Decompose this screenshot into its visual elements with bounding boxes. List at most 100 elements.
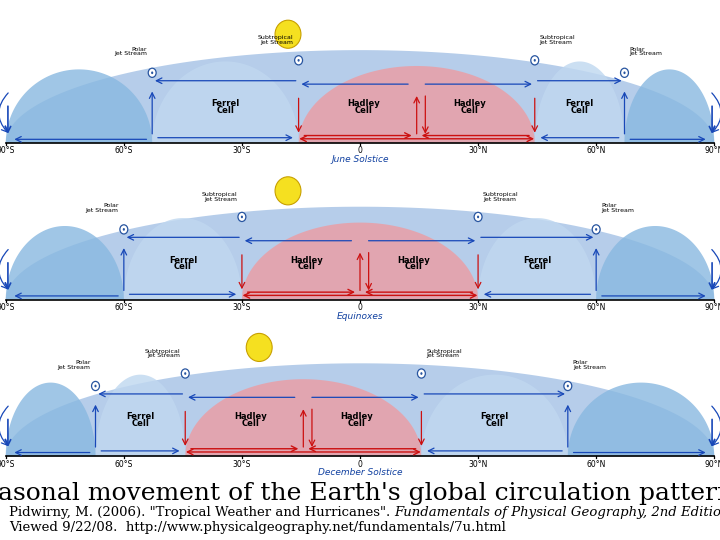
Text: Polar: Polar — [132, 46, 147, 52]
Text: Polar: Polar — [629, 46, 645, 52]
Text: 90°N: 90°N — [705, 146, 720, 156]
Text: Ferrel: Ferrel — [523, 256, 552, 265]
Text: Cell: Cell — [298, 262, 316, 271]
Text: Jet Stream: Jet Stream — [147, 353, 180, 359]
Text: Cell: Cell — [132, 419, 149, 428]
Text: Viewed 9/22/08.  http://www.physicalgeography.net/fundamentals/7u.html: Viewed 9/22/08. http://www.physicalgeogr… — [9, 521, 505, 534]
Text: 0: 0 — [358, 303, 362, 312]
Ellipse shape — [240, 215, 243, 218]
Text: Jet Stream: Jet Stream — [114, 51, 147, 57]
Ellipse shape — [564, 381, 572, 390]
Text: Polar: Polar — [103, 203, 119, 208]
Text: 90°S: 90°S — [0, 303, 15, 312]
Text: 30°N: 30°N — [469, 146, 487, 156]
Ellipse shape — [297, 59, 300, 62]
Ellipse shape — [474, 212, 482, 221]
Polygon shape — [478, 218, 596, 300]
Text: Ferrel: Ferrel — [211, 99, 240, 108]
Text: Cell: Cell — [241, 419, 259, 428]
Ellipse shape — [275, 20, 301, 48]
Text: 60°N: 60°N — [587, 460, 606, 469]
Ellipse shape — [122, 228, 125, 231]
Ellipse shape — [420, 372, 423, 375]
Text: 90°S: 90°S — [0, 460, 15, 469]
Polygon shape — [124, 218, 242, 300]
Text: Cell: Cell — [348, 419, 365, 428]
Polygon shape — [596, 226, 714, 300]
Ellipse shape — [151, 71, 153, 74]
Ellipse shape — [238, 212, 246, 221]
Ellipse shape — [567, 384, 569, 387]
Text: Hadley: Hadley — [397, 256, 430, 265]
Text: Pidwirny, M. (2006). "Tropical Weather and Hurricanes".: Pidwirny, M. (2006). "Tropical Weather a… — [9, 506, 394, 519]
Text: Cell: Cell — [174, 262, 192, 271]
Text: Polar: Polar — [601, 203, 617, 208]
Text: Jet Stream: Jet Stream — [601, 208, 634, 213]
Polygon shape — [421, 375, 568, 456]
Ellipse shape — [91, 381, 99, 390]
Text: Ferrel: Ferrel — [126, 413, 155, 421]
Text: 90°N: 90°N — [705, 460, 720, 469]
Text: 30°N: 30°N — [469, 303, 487, 312]
Text: Cell: Cell — [461, 106, 479, 114]
Text: Ferrel: Ferrel — [168, 256, 197, 265]
Polygon shape — [6, 226, 124, 300]
Text: Cell: Cell — [217, 106, 234, 114]
Polygon shape — [568, 383, 714, 456]
Polygon shape — [6, 383, 96, 456]
Text: Jet Stream: Jet Stream — [86, 208, 119, 213]
Text: Jet Stream: Jet Stream — [573, 364, 606, 370]
Ellipse shape — [94, 384, 96, 387]
Text: 30°N: 30°N — [469, 460, 487, 469]
Text: 60°N: 60°N — [587, 303, 606, 312]
Ellipse shape — [148, 68, 156, 77]
Text: Ferrel: Ferrel — [565, 99, 594, 108]
Text: Cell: Cell — [486, 419, 503, 428]
Text: Subtropical: Subtropical — [202, 192, 237, 197]
Ellipse shape — [531, 56, 539, 65]
Text: Hadley: Hadley — [340, 413, 373, 421]
Text: Subtropical: Subtropical — [426, 348, 462, 354]
Text: Hadley: Hadley — [234, 413, 266, 421]
Text: Subtropical: Subtropical — [258, 35, 294, 40]
Text: Jet Stream: Jet Stream — [629, 51, 662, 57]
Polygon shape — [299, 66, 535, 143]
Text: 90°S: 90°S — [0, 146, 15, 156]
Text: 30°S: 30°S — [233, 460, 251, 469]
Ellipse shape — [595, 228, 598, 231]
Polygon shape — [152, 62, 299, 143]
Ellipse shape — [246, 333, 272, 361]
Polygon shape — [6, 50, 714, 143]
Text: 0: 0 — [358, 460, 362, 469]
Text: June Solstice: June Solstice — [331, 155, 389, 164]
Text: Hadley: Hadley — [454, 99, 486, 108]
Ellipse shape — [477, 215, 480, 218]
Ellipse shape — [624, 71, 626, 74]
Text: Equinoxes: Equinoxes — [337, 312, 383, 321]
Text: Ferrel: Ferrel — [480, 413, 509, 421]
Polygon shape — [96, 375, 185, 456]
Text: Hadley: Hadley — [347, 99, 380, 108]
Text: Cell: Cell — [528, 262, 546, 271]
Text: Cell: Cell — [571, 106, 588, 114]
Text: December Solstice: December Solstice — [318, 468, 402, 477]
Text: Polar: Polar — [75, 360, 91, 365]
Text: Cell: Cell — [404, 262, 422, 271]
Polygon shape — [242, 222, 478, 300]
Text: 60°S: 60°S — [114, 146, 133, 156]
Text: Jet Stream: Jet Stream — [483, 197, 516, 202]
Text: Jet Stream: Jet Stream — [58, 364, 91, 370]
Polygon shape — [185, 379, 421, 456]
Ellipse shape — [120, 225, 128, 234]
Ellipse shape — [181, 369, 189, 378]
Text: 60°S: 60°S — [114, 303, 133, 312]
Text: Jet Stream: Jet Stream — [204, 197, 237, 202]
Ellipse shape — [184, 372, 186, 375]
Text: Seasonal movement of the Earth's global circulation patterns.: Seasonal movement of the Earth's global … — [0, 482, 720, 505]
Ellipse shape — [418, 369, 426, 378]
Text: Subtropical: Subtropical — [540, 35, 575, 40]
Ellipse shape — [275, 177, 301, 205]
Text: Polar: Polar — [573, 360, 588, 365]
Ellipse shape — [294, 56, 302, 65]
Text: 30°S: 30°S — [233, 303, 251, 312]
